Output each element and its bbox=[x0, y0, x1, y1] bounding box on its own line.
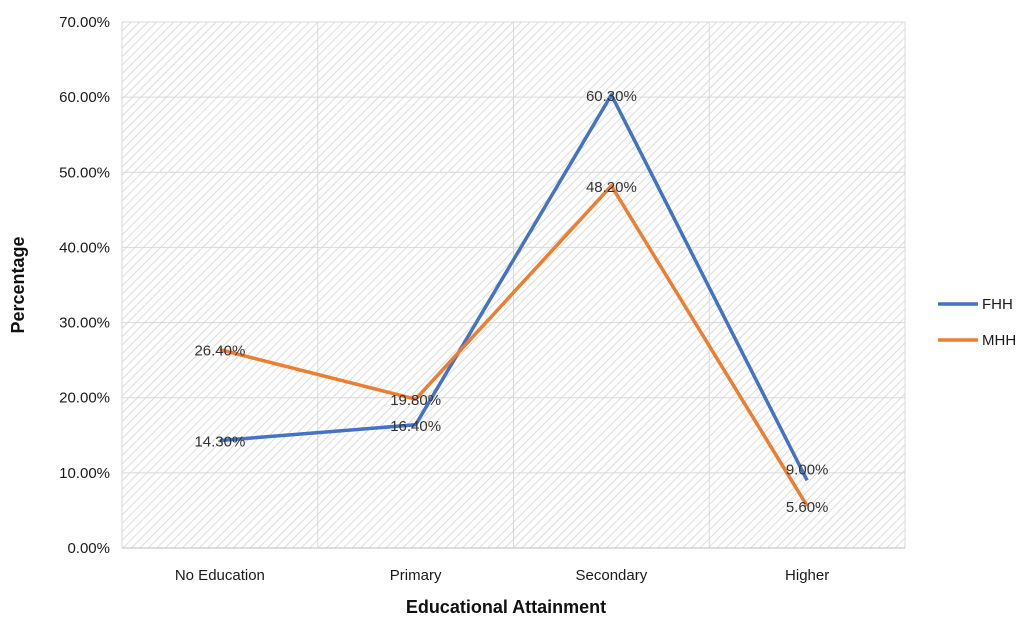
x-axis-title: Educational Attainment bbox=[406, 597, 606, 617]
y-tick-label: 30.00% bbox=[59, 315, 110, 332]
data-label-fhh: 16.40% bbox=[390, 418, 441, 435]
y-tick-label: 60.00% bbox=[59, 89, 110, 106]
y-tick-label: 10.00% bbox=[59, 465, 110, 482]
x-tick-label: Secondary bbox=[576, 567, 648, 584]
data-label-mhh: 19.80% bbox=[390, 392, 441, 409]
data-labels: 14.30% 16.40% 60.30% 9.00% 26.40% 19.80% 48.20… bbox=[194, 88, 828, 516]
series-line-mhh bbox=[219, 184, 809, 507]
legend: FHH MHH bbox=[938, 296, 1016, 349]
x-tick-label: Primary bbox=[390, 567, 442, 584]
y-tick-label: 20.00% bbox=[59, 390, 110, 407]
legend-label-mhh: MHH bbox=[982, 332, 1016, 349]
series-lines bbox=[219, 93, 809, 507]
data-label-mhh: 48.20% bbox=[586, 179, 637, 196]
x-tick-label: Higher bbox=[785, 567, 829, 584]
y-tick-label: 50.00% bbox=[59, 164, 110, 181]
y-tick-label: 40.00% bbox=[59, 239, 110, 256]
y-axis-ticks: 0.00% 10.00% 20.00% 30.00% 40.00% 50.00% 60.00… bbox=[59, 14, 110, 557]
legend-label-fhh: FHH bbox=[982, 296, 1013, 313]
data-label-mhh: 26.40% bbox=[194, 343, 245, 360]
y-tick-label: 70.00% bbox=[59, 14, 110, 31]
data-label-mhh: 5.60% bbox=[786, 499, 829, 516]
x-tick-label: No Education bbox=[175, 567, 265, 584]
series-line-fhh bbox=[219, 93, 809, 482]
x-axis-ticks: No Education Primary Secondary Higher bbox=[175, 567, 829, 584]
y-tick-label: 0.00% bbox=[67, 540, 110, 557]
data-label-fhh: 60.30% bbox=[586, 88, 637, 105]
data-label-fhh: 9.00% bbox=[786, 461, 829, 478]
y-axis-title: Percentage bbox=[8, 236, 28, 333]
gridlines bbox=[121, 21, 906, 549]
data-label-fhh: 14.30% bbox=[194, 434, 245, 451]
